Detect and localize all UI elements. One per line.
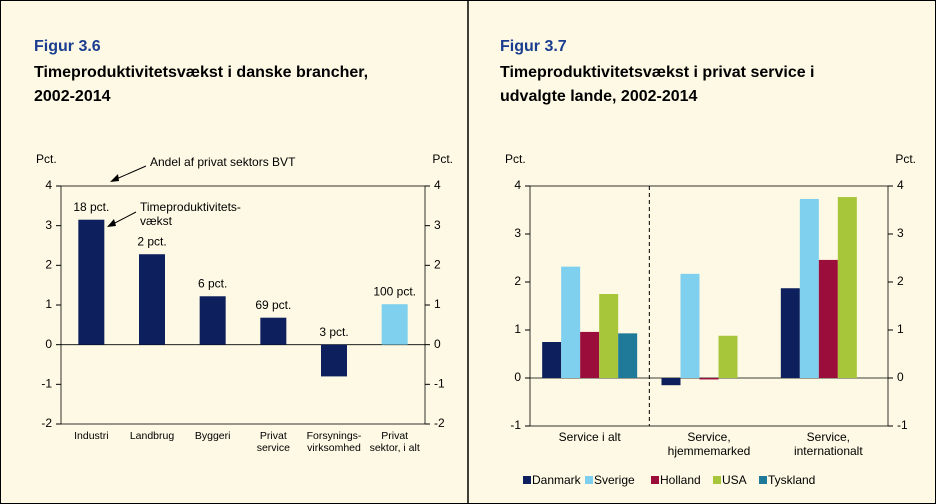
legend-swatch [713,476,721,484]
y-tick-label: 3 [514,226,521,240]
bar [542,342,562,378]
bar [580,331,600,378]
bar [718,335,738,378]
bar [139,254,165,345]
y2-tick-label: -1 [897,418,908,432]
legend-label: Tyskland [768,473,815,487]
bar [680,273,700,378]
bar-annotation: 100 pct. [373,284,416,298]
arrowhead [110,174,119,182]
chart-title: Timeproduktivitetsvækst i privat service… [500,64,815,81]
y-tick-label: 3 [45,218,52,232]
legend-swatch [759,476,767,484]
y2-tick-label: 3 [434,218,441,232]
x-tick-label: Privat service [257,430,290,454]
x-tick-label: Service i alt [559,430,622,444]
y2-tick-label: 2 [434,258,441,272]
bar [618,333,638,378]
y-axis-label: Pct. [505,152,526,166]
x-tick-label: Service, hjemmemarked [668,430,751,458]
bar-annotation: 69 pct. [255,298,291,312]
y2-tick-label: 1 [897,322,904,336]
bar [780,288,800,378]
y2-axis-label: Pct. [895,152,916,166]
bar-annotation: 3 pct. [319,325,348,339]
legend-label: Sverige [594,473,635,487]
legend-swatch [523,476,531,484]
chart-title: 2002-2014 [34,88,111,105]
arrow [110,211,137,226]
y2-tick-label: 4 [434,178,441,192]
figure-label: Figur 3.7 [500,38,567,55]
annotation: Timeproduktivitets-vækst [140,200,241,228]
bar [260,317,287,345]
bar [599,294,619,378]
bar [78,219,105,345]
y2-tick-label: -1 [434,377,445,391]
y-tick-label: -1 [41,377,52,391]
bar [699,378,719,380]
y2-axis-label: Pct. [432,152,453,166]
arrow [113,165,147,181]
y-tick-label: 2 [45,258,52,272]
y-tick-label: 0 [45,337,52,351]
x-tick-label: Privat sektor, i alt [370,430,420,454]
y-tick-label: 4 [514,178,521,192]
y2-tick-label: 1 [434,297,441,311]
bar-annotation: 18 pct. [73,200,109,214]
y-tick-label: -2 [41,416,52,430]
bar-annotation: 6 pct. [198,276,227,290]
legend-label: Holland [660,473,701,487]
plot-frame [60,185,426,425]
y-tick-label: 0 [514,370,521,384]
y-tick-label: 4 [45,178,52,192]
plot-frame [529,185,889,427]
chart-title: udvalgte lande, 2002-2014 [500,88,698,105]
y-tick-label: 2 [514,274,521,288]
x-tick-label: Service, internationalt [794,430,863,458]
y2-tick-label: 0 [897,370,904,384]
y-axis-label: Pct. [36,152,57,166]
bar [837,197,857,378]
chart-title: Timeproduktivitetsvækst i danske branche… [34,64,368,81]
figure-label: Figur 3.6 [34,38,101,55]
bar [199,296,226,345]
bar [799,198,819,378]
bar [321,344,347,377]
y-tick-label: 1 [45,297,52,311]
bar-annotation: 2 pct. [137,234,166,248]
bar [561,266,581,378]
legend-label: Danmark [532,473,582,487]
x-tick-label: Industri [74,430,108,442]
annotation: Andel af privat sektors BVT [150,155,296,169]
legend-swatch [651,476,659,484]
x-tick-label: Forsynings-virksomhed [307,430,362,454]
x-tick-label: Byggeri [195,430,231,442]
x-tick-label: Landbrug [130,430,175,442]
legend-swatch [585,476,593,484]
y2-tick-label: -2 [434,416,445,430]
y-tick-label: 1 [514,322,521,336]
legend-label: USA [722,473,747,487]
arrowhead [107,219,116,227]
bar [661,378,681,386]
y2-tick-label: 0 [434,337,441,351]
y2-tick-label: 3 [897,226,904,240]
y2-tick-label: 4 [897,178,904,192]
y2-tick-label: 2 [897,274,904,288]
y-tick-label: -1 [510,418,521,432]
bar [818,259,838,378]
bar [381,304,408,345]
